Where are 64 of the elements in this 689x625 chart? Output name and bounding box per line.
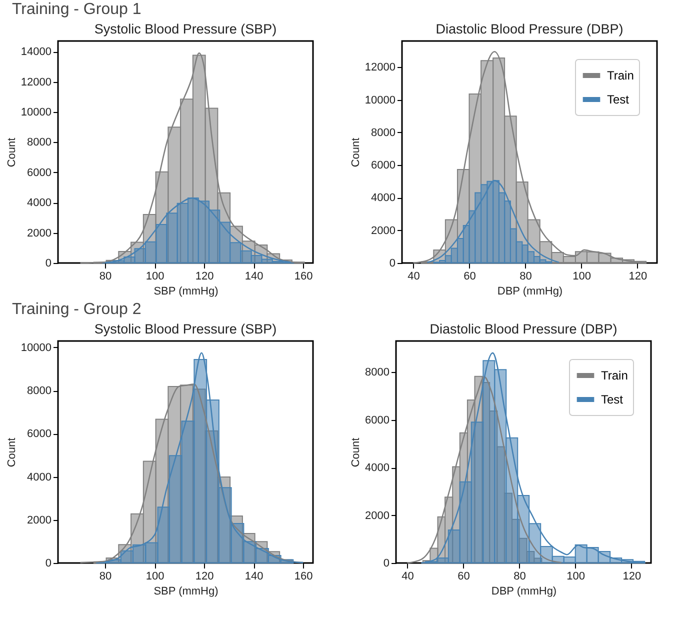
y-axis-title: Count xyxy=(6,138,18,168)
y-tick-label: 8000 xyxy=(27,385,52,398)
legend-label: Test xyxy=(601,392,624,406)
x-tick-label: 100 xyxy=(146,570,164,582)
chart-title: Systolic Blood Pressure (SBP) xyxy=(94,322,277,336)
chart-title: Diastolic Blood Pressure (DBP) xyxy=(436,22,624,36)
legend-label: Train xyxy=(607,68,634,82)
x-tick-label: 80 xyxy=(99,270,112,282)
x-tick-label: 160 xyxy=(294,570,313,582)
x-tick-label: 40 xyxy=(408,270,420,282)
legend-label: Test xyxy=(607,92,630,106)
y-tick-label: 8000 xyxy=(365,366,390,379)
x-tick-label: 160 xyxy=(294,270,313,282)
y-tick-label: 0 xyxy=(45,558,52,570)
x-tick-label: 140 xyxy=(244,570,264,582)
x-tick-label: 100 xyxy=(566,570,586,582)
y-axis-title: Count xyxy=(350,138,362,168)
x-tick-label: 80 xyxy=(520,270,532,282)
x-tick-label: 40 xyxy=(402,570,414,582)
x-tick-label: 140 xyxy=(244,270,264,282)
y-tick-label: 14000 xyxy=(20,46,52,58)
text: Training - Group 1 xyxy=(12,1,142,18)
x-axis-title: DBP (mmHg) xyxy=(497,286,563,298)
x-tick-label: 120 xyxy=(622,570,642,582)
x-axis-title: SBP (mmHg) xyxy=(154,286,218,298)
y-tick-label: 4000 xyxy=(371,192,396,204)
y-tick-label: 8000 xyxy=(27,136,52,149)
y-tick-label: 6000 xyxy=(27,166,52,179)
y-axis-title: Count xyxy=(350,438,362,468)
x-tick-label: 60 xyxy=(458,570,470,582)
y-tick-label: 4000 xyxy=(27,471,52,484)
x-tick-label: 100 xyxy=(572,270,592,282)
x-axis-title: SBP (mmHg) xyxy=(154,586,218,598)
x-tick-label: 120 xyxy=(195,570,214,582)
x-tick-label: 120 xyxy=(628,270,648,282)
x-tick-label: 60 xyxy=(464,270,476,282)
chart-title: Diastolic Blood Pressure (DBP) xyxy=(430,322,618,336)
y-tick-label: 12000 xyxy=(20,76,52,88)
y-tick-label: 2000 xyxy=(27,227,52,240)
y-tick-label: 4000 xyxy=(365,462,390,474)
y-tick-label: 2000 xyxy=(365,510,390,522)
y-tick-label: 0 xyxy=(383,558,390,570)
y-tick-label: 12000 xyxy=(364,62,396,74)
x-axis-title: DBP (mmHg) xyxy=(491,586,557,598)
y-tick-label: 10000 xyxy=(20,342,52,354)
y-tick-label: 8000 xyxy=(371,126,396,139)
y-tick-label: 6000 xyxy=(365,414,390,426)
y-tick-label: 0 xyxy=(389,258,396,270)
y-axis-title: Count xyxy=(6,438,18,468)
y-tick-label: 10000 xyxy=(20,106,52,118)
y-tick-label: 6000 xyxy=(27,428,52,440)
x-tick-label: 80 xyxy=(514,570,526,582)
text: Training - Group 2 xyxy=(12,301,142,318)
legend-label: Train xyxy=(601,368,628,382)
y-tick-label: 6000 xyxy=(371,160,396,172)
x-tick-label: 120 xyxy=(195,270,214,282)
y-tick-label: 2000 xyxy=(27,514,52,526)
y-tick-label: 10000 xyxy=(364,94,396,106)
x-tick-label: 80 xyxy=(99,570,112,582)
y-tick-label: 2000 xyxy=(371,224,396,237)
y-tick-label: 0 xyxy=(45,258,52,270)
y-tick-label: 4000 xyxy=(27,197,52,210)
chart-title: Systolic Blood Pressure (SBP) xyxy=(94,22,277,36)
x-tick-label: 100 xyxy=(146,270,164,282)
